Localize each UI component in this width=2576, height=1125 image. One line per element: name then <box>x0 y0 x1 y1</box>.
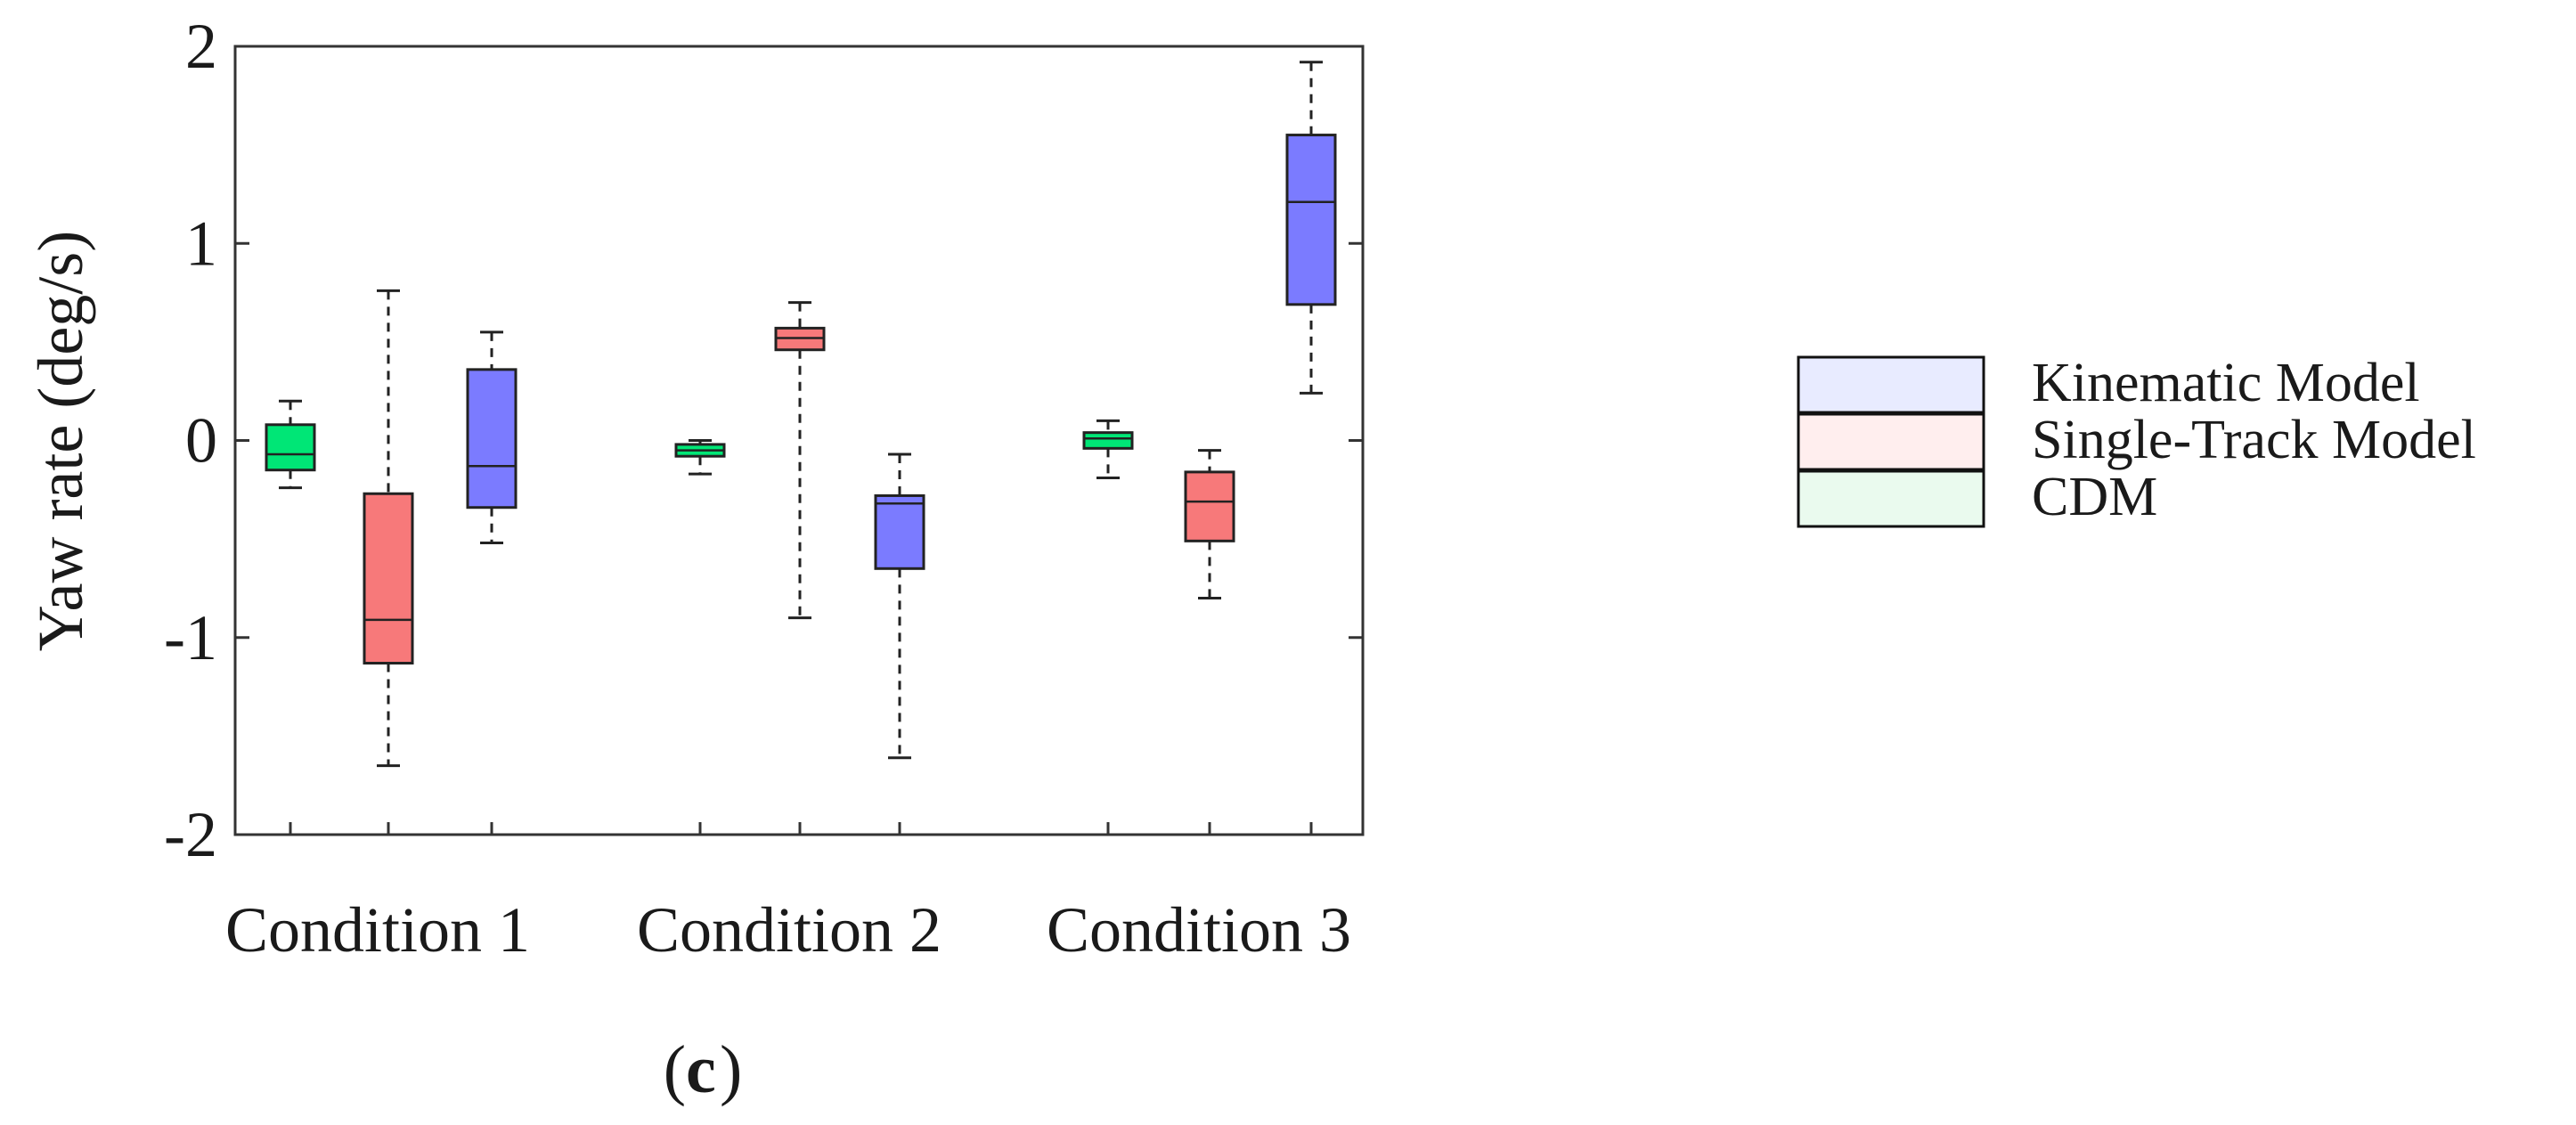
box-kinematic-model <box>466 330 518 545</box>
iqr-box <box>1285 134 1337 306</box>
y-tick-label: -1 <box>164 602 217 673</box>
iqr-box <box>363 492 414 665</box>
plot-area <box>233 45 1365 836</box>
y-tick-label: 2 <box>185 11 217 82</box>
panel-label-letter: c <box>686 1032 716 1107</box>
plot-frame <box>233 45 1365 836</box>
legend-item: CDM <box>1797 467 2157 528</box>
iqr-box <box>874 493 925 570</box>
iqr-box <box>265 423 316 472</box>
x-axis: Condition 1 Condition 2 Condition 3 <box>225 822 1351 966</box>
y-axis: -2 -1 0 1 2 <box>164 11 1363 870</box>
panel-label-open-paren: ( <box>664 1032 686 1107</box>
iqr-box <box>466 368 518 510</box>
category-label: Condition 1 <box>225 894 530 966</box>
box-cdm <box>265 399 316 490</box>
panel-caption: ( c ) <box>664 1032 743 1107</box>
y-tick-label: 1 <box>185 208 217 279</box>
legend-item: Kinematic Model <box>1797 353 2420 414</box>
panel-label-close-paren: ) <box>720 1032 742 1107</box>
box-kinematic-model <box>874 452 925 760</box>
category-label: Condition 2 <box>637 894 942 966</box>
legend-item: Single-Track Model <box>1797 410 2476 471</box>
box-single-track-model <box>363 289 414 768</box>
y-tick-label: -2 <box>164 799 217 870</box>
y-tick-label: 0 <box>185 405 217 477</box>
box-cdm <box>1082 419 1134 480</box>
legend-swatch <box>1797 355 1985 414</box>
legend-label: Single-Track Model <box>2032 410 2476 470</box>
box-single-track-model <box>1184 449 1235 599</box>
iqr-box <box>1082 431 1134 450</box>
legend-label: Kinematic Model <box>2032 353 2420 413</box>
legend-swatch <box>1797 412 1985 471</box>
box-kinematic-model <box>1285 61 1337 395</box>
box-cdm <box>674 439 726 476</box>
legend-label: CDM <box>2032 467 2157 527</box>
category-label: Condition 3 <box>1047 894 1351 966</box>
y-axis-label: Yaw rate (deg/s) <box>25 231 96 652</box>
iqr-box <box>1184 470 1235 542</box>
legend-swatch <box>1797 469 1985 528</box>
box-single-track-model <box>774 301 826 620</box>
